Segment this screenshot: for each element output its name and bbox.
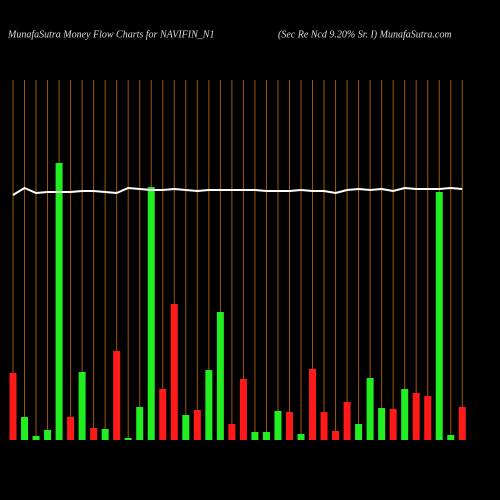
bar xyxy=(124,438,132,440)
bar xyxy=(9,373,17,440)
bar xyxy=(170,304,178,440)
bar xyxy=(389,409,397,440)
bar xyxy=(101,429,109,440)
bar xyxy=(147,187,155,440)
bar xyxy=(320,412,328,440)
bar xyxy=(78,372,86,440)
bar xyxy=(239,379,247,440)
bar xyxy=(332,431,340,440)
bar xyxy=(193,410,201,440)
bar xyxy=(159,389,167,440)
bar xyxy=(182,415,190,440)
bar xyxy=(366,378,374,440)
bar xyxy=(435,192,443,440)
bar xyxy=(113,351,121,440)
bar xyxy=(228,424,236,440)
bar xyxy=(251,432,259,440)
money-flow-line xyxy=(12,186,463,196)
bar xyxy=(67,417,75,440)
bar xyxy=(424,396,432,440)
bar xyxy=(262,432,270,440)
bar xyxy=(136,407,144,440)
bar xyxy=(205,370,213,440)
bar xyxy=(44,430,52,440)
bar xyxy=(309,369,317,440)
bar xyxy=(32,436,40,440)
bar xyxy=(343,402,351,440)
bar xyxy=(297,434,305,440)
bar xyxy=(355,424,363,440)
chart-title: MunafaSutra Money Flow Charts for NAVIFI… xyxy=(7,29,214,40)
bar xyxy=(285,412,293,440)
chart-subtitle: (Sec Re Ncd 9.20% Sr. I) MunafaSutra.com xyxy=(278,29,452,40)
bar xyxy=(55,163,63,440)
bar xyxy=(90,428,98,440)
bar xyxy=(378,408,386,440)
bar xyxy=(447,435,455,440)
bar xyxy=(458,407,466,440)
bar xyxy=(412,393,420,440)
bar xyxy=(21,417,29,440)
bar xyxy=(216,312,224,440)
bar xyxy=(274,411,282,440)
bar xyxy=(401,389,409,440)
